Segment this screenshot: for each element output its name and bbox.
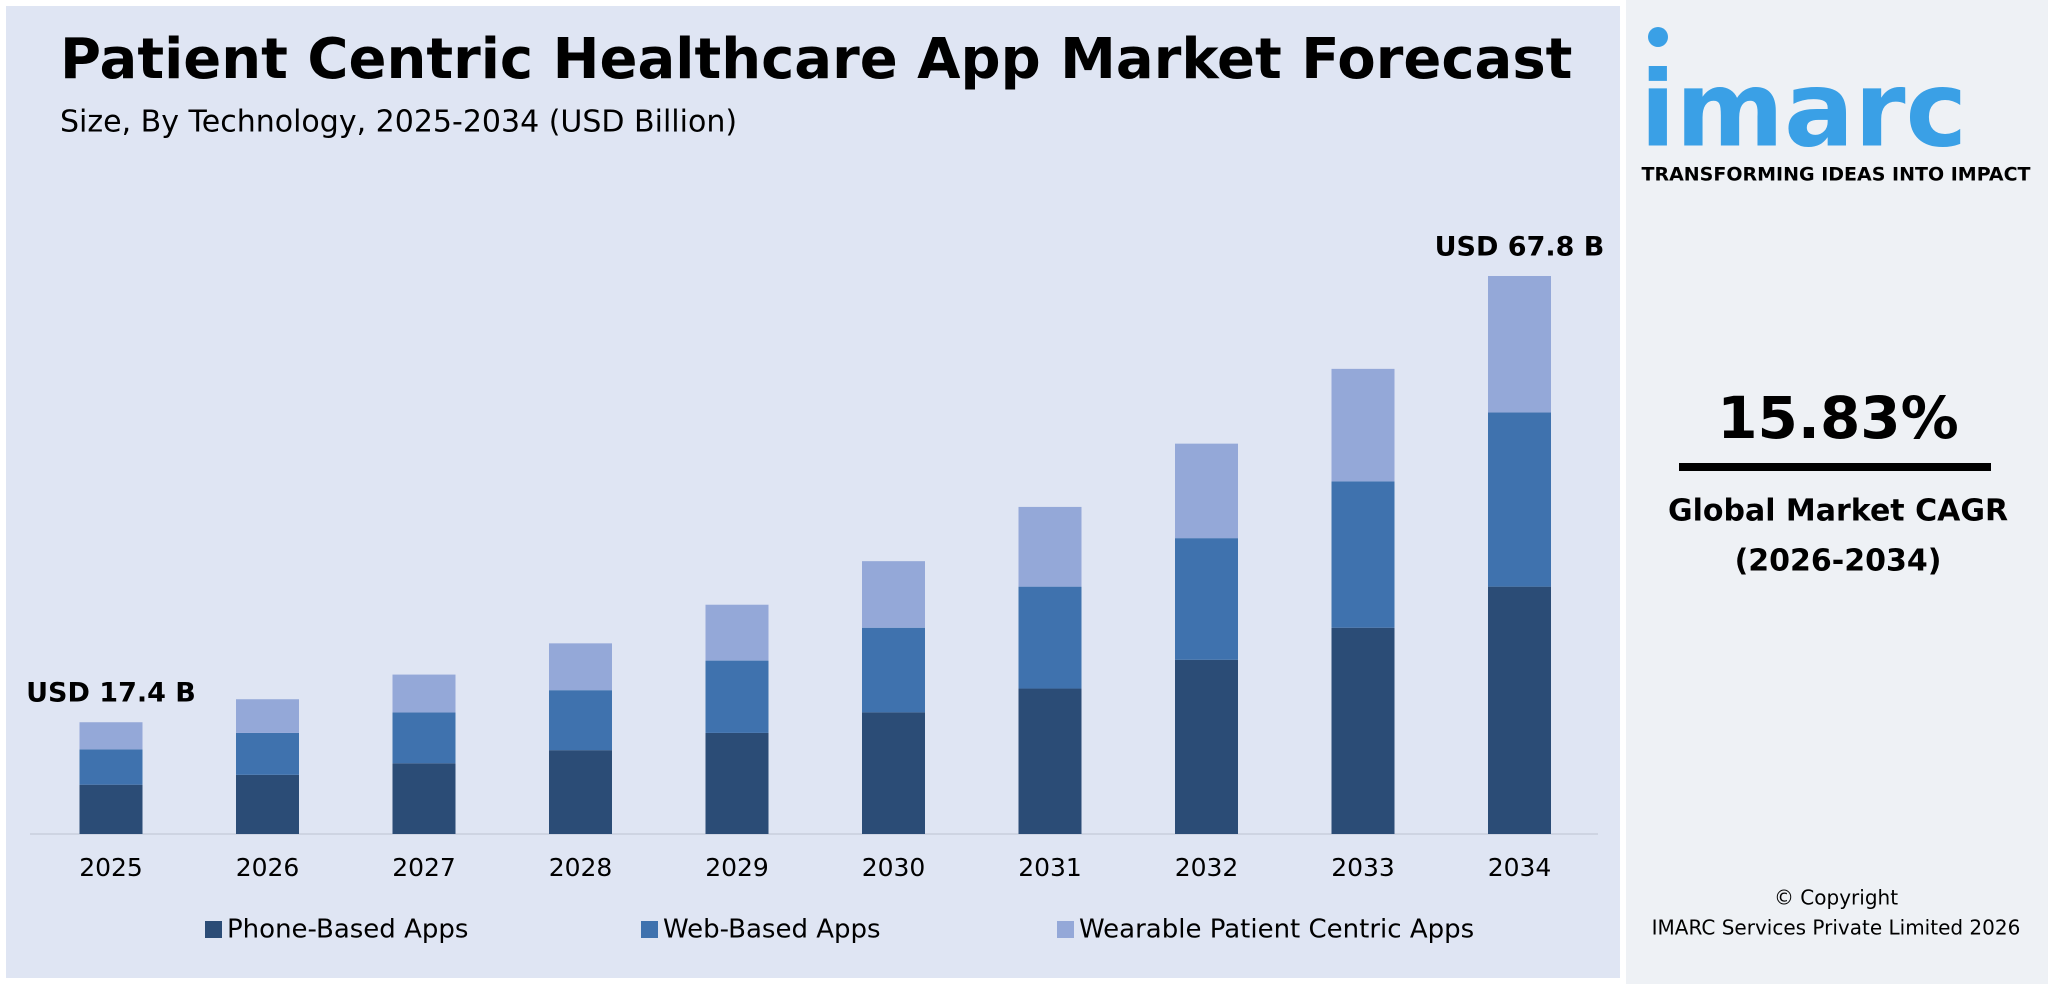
cagr-value: 15.83%: [1717, 384, 1959, 452]
x-tick-label: 2033: [1331, 853, 1395, 882]
bar-segment: [392, 674, 456, 713]
x-tick-label: 2028: [549, 853, 613, 882]
total-annotation: USD 67.8 B: [1435, 232, 1605, 263]
bar-segment: [1488, 412, 1551, 587]
bar-segment: [862, 627, 925, 713]
bar-segment: [549, 750, 612, 834]
bar-segment: [1175, 538, 1238, 660]
bar-segment: [1488, 276, 1551, 413]
chart-subtitle: Size, By Technology, 2025-2034 (USD Bill…: [60, 105, 737, 140]
bar-segment: [705, 604, 769, 661]
bar-segment: [1175, 443, 1238, 539]
bar-segment: [236, 732, 299, 775]
bar-segment: [79, 722, 143, 750]
bar-segment: [1488, 586, 1551, 834]
bar-segment: [549, 643, 612, 691]
legend-label: Phone-Based Apps: [227, 915, 468, 945]
x-tick-label: 2029: [705, 853, 769, 882]
bar-segment: [1018, 688, 1082, 834]
logo-dot: [1648, 27, 1668, 47]
legend-label: Web-Based Apps: [663, 915, 881, 945]
tagline: TRANSFORMING IDEAS INTO IMPACT: [1641, 164, 2030, 186]
total-annotation: USD 17.4 B: [26, 678, 196, 709]
cagr-rule: [1679, 463, 1991, 471]
bar-segment: [79, 784, 143, 834]
legend-swatch: [205, 921, 222, 938]
legend-swatch: [641, 921, 658, 938]
logo: imarc: [1640, 48, 1967, 170]
cagr-label: Global Market CAGR: [1668, 494, 2008, 529]
x-tick-label: 2026: [236, 853, 300, 882]
x-tick-label: 2031: [1018, 853, 1082, 882]
bar-segment: [392, 712, 456, 764]
x-tick-label: 2027: [392, 853, 456, 882]
copyright: © Copyright: [1774, 886, 1898, 910]
bar-segment: [392, 763, 456, 834]
bar-segment: [1331, 481, 1395, 628]
bar-segment: [1175, 659, 1238, 834]
x-tick-label: 2034: [1488, 853, 1552, 882]
bar-segment: [862, 561, 925, 628]
x-tick-label: 2032: [1175, 853, 1239, 882]
company: IMARC Services Private Limited 2026: [1652, 916, 2021, 940]
x-tick-label: 2030: [862, 853, 926, 882]
bar-segment: [1018, 506, 1082, 587]
legend-swatch: [1057, 921, 1074, 938]
bar-segment: [1018, 586, 1082, 689]
sidebar-panel: [1626, 0, 2048, 984]
legend-label: Wearable Patient Centric Apps: [1079, 915, 1474, 945]
chart-title: Patient Centric Healthcare App Market Fo…: [60, 27, 1572, 92]
bar-segment: [1331, 368, 1395, 482]
bar-segment: [862, 712, 925, 834]
x-tick-label: 2025: [79, 853, 143, 882]
bar-segment: [705, 660, 769, 733]
cagr-period: (2026-2034): [1735, 544, 1942, 579]
bar-segment: [236, 699, 299, 733]
bar-segment: [705, 732, 769, 834]
bar-segment: [1331, 627, 1395, 834]
bar-segment: [236, 774, 299, 834]
bar-segment: [549, 690, 612, 751]
bar-segment: [79, 749, 143, 785]
